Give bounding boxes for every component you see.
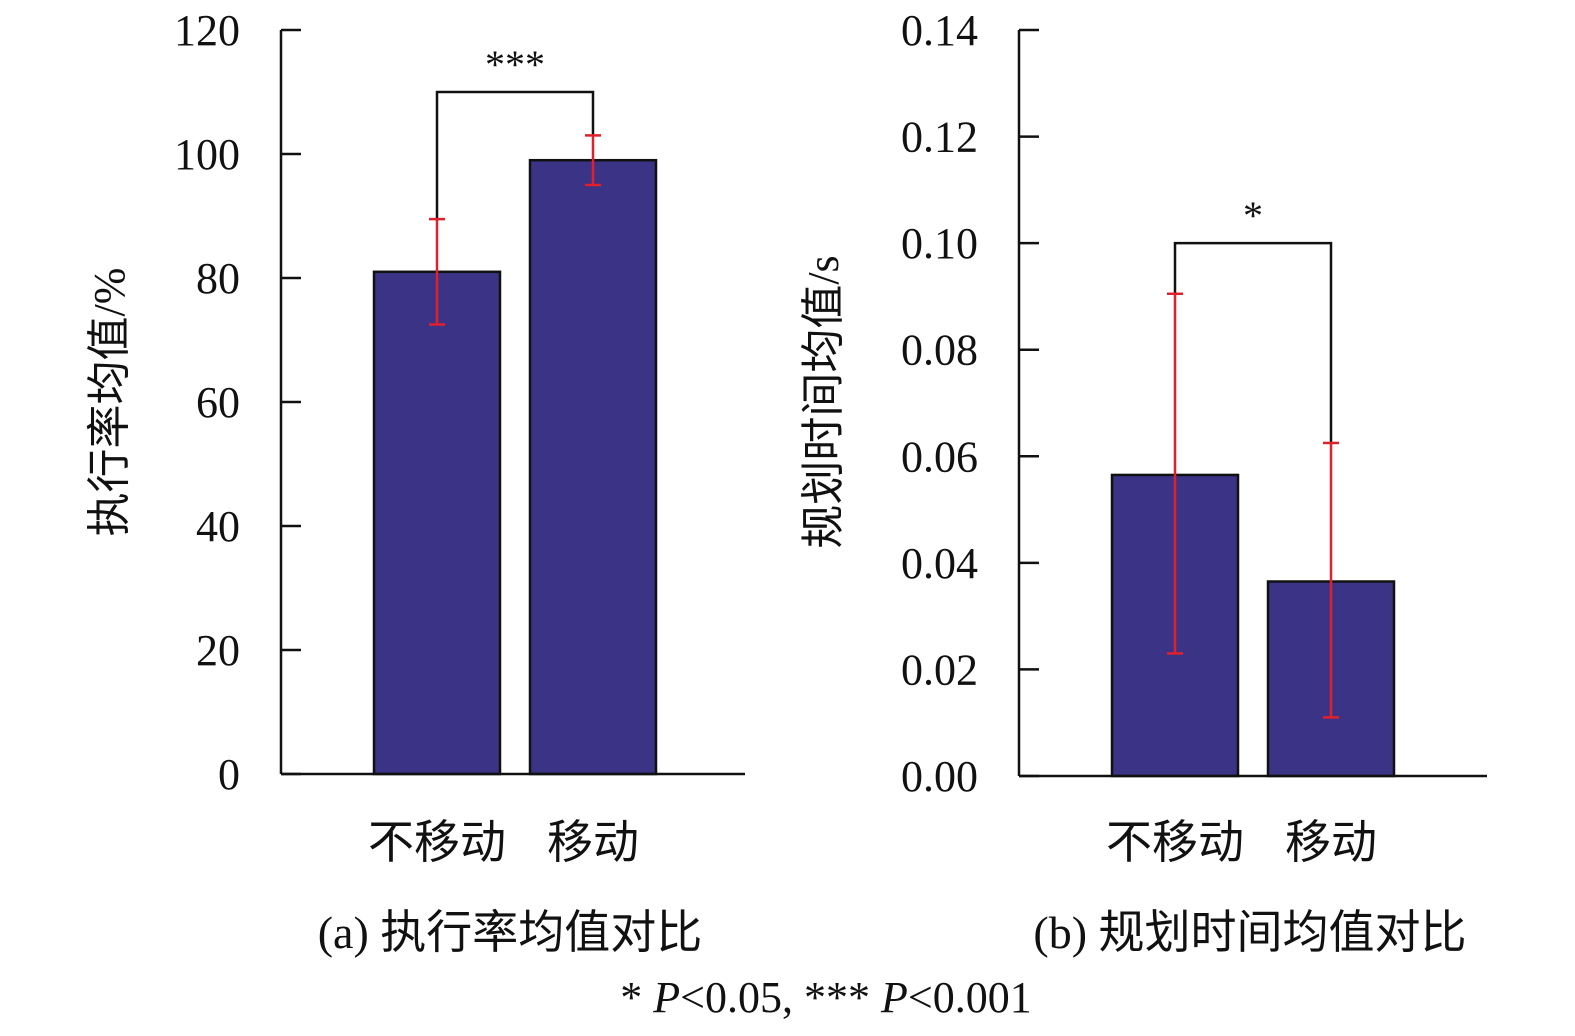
y-axis-label: 执行率均值/% xyxy=(85,268,134,537)
y-tick-label: 0.06 xyxy=(901,432,978,481)
y-tick-label: 40 xyxy=(196,502,240,551)
y-tick-label: 0.02 xyxy=(901,645,978,694)
footnote-p-symbol-1: P xyxy=(652,973,680,1022)
y-tick-label: 20 xyxy=(196,626,240,675)
bar xyxy=(528,158,658,776)
y-tick-label: 0.04 xyxy=(901,539,978,588)
bar xyxy=(372,270,502,776)
chart-caption: (b) 规划时间均值对比 xyxy=(1033,907,1466,958)
significance-bracket xyxy=(435,90,595,220)
y-tick-label: 0.10 xyxy=(901,219,978,268)
x-category-label: 不移动 xyxy=(1106,817,1244,868)
y-tick-label: 0.00 xyxy=(901,752,978,801)
y-tick-label: 100 xyxy=(174,130,240,179)
y-tick-label: 80 xyxy=(196,254,240,303)
chart-caption: (a) 执行率均值对比 xyxy=(318,907,703,958)
y-tick-label: 120 xyxy=(174,6,240,55)
y-axis-label: 规划时间均值/s xyxy=(799,255,848,548)
x-category-label: 不移动 xyxy=(368,817,506,868)
x-category-label: 移动 xyxy=(1285,817,1377,868)
significance-bracket xyxy=(1173,241,1333,443)
x-category-label: 移动 xyxy=(547,817,639,868)
y-tick-label: 0.08 xyxy=(901,326,978,375)
y-tick-label: 0.12 xyxy=(901,113,978,162)
footnote-part-2: <0.05, *** xyxy=(680,973,881,1022)
footnote-part-3: <0.001 xyxy=(908,973,1032,1022)
significance-footnote: * P<0.05, *** P<0.001 xyxy=(620,973,1031,1022)
y-tick-label: 0 xyxy=(218,750,240,799)
footnote-part-1: * xyxy=(620,973,653,1022)
significance-label: *** xyxy=(485,42,545,87)
chart-panel-a: 执行率均值/% (a) 执行率均值对比 0 20 40 60 80 100 120 不移动 移动… xyxy=(85,6,745,958)
y-tick-label: 0.14 xyxy=(901,6,978,55)
chart-panel-b: 规划时间均值/s (b) 规划时间均值对比 0.00 0.02 0.04 0.06 0.… xyxy=(799,6,1487,958)
footnote-p-symbol-2: P xyxy=(880,973,908,1022)
significance-label: * xyxy=(1243,193,1263,238)
y-tick-label: 60 xyxy=(196,378,240,427)
